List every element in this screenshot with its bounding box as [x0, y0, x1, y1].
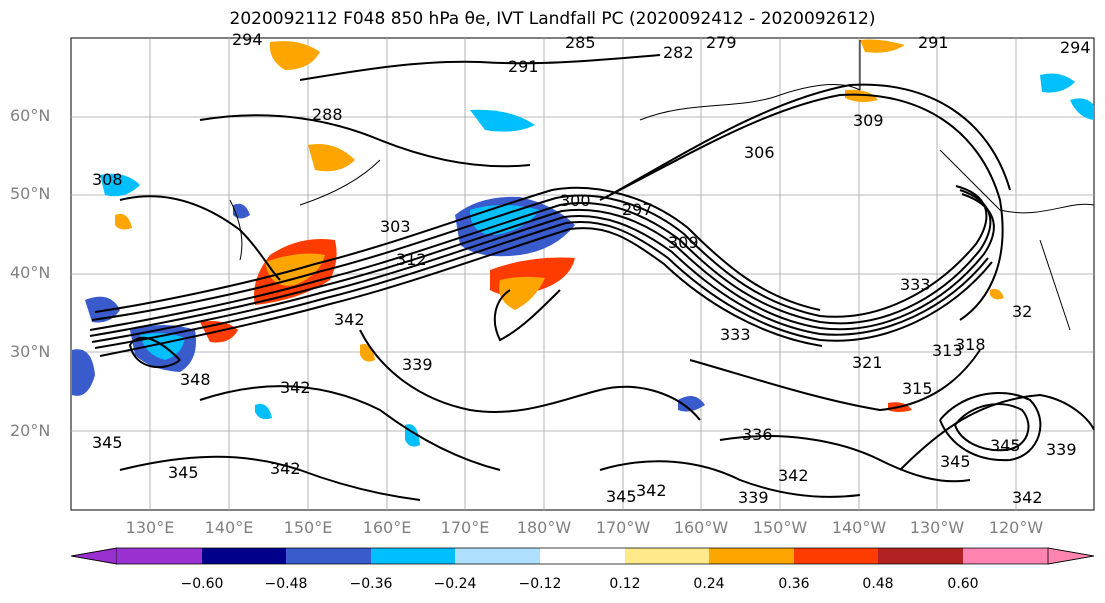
contour-label: 32: [1012, 302, 1032, 321]
lon-label: 120°W: [988, 518, 1044, 537]
contour-label: 294: [1060, 38, 1091, 57]
contour-label: 339: [738, 488, 769, 507]
contour-label: 291: [918, 33, 949, 52]
colorbar-tick-label: −0.24: [433, 576, 477, 592]
contour-label: 339: [1046, 440, 1077, 459]
contour-label: 342: [1012, 488, 1043, 507]
contour-label: 282: [663, 43, 694, 62]
contour-label: 291: [508, 57, 539, 76]
contour-label: 308: [92, 170, 123, 189]
lon-label: 150°E: [283, 518, 333, 537]
contour-label: 306: [744, 143, 775, 162]
colorbar-segment: [963, 548, 1048, 564]
contour-label: 333: [720, 325, 751, 344]
contour-label: 345: [940, 452, 971, 471]
colorbar-tick-label: 0.60: [947, 576, 979, 592]
lon-label: 160°W: [673, 518, 729, 537]
contour-label: 336: [742, 425, 773, 444]
lon-label: 130°E: [125, 518, 175, 537]
lat-label: 40°N: [10, 263, 51, 282]
contour-label: 309: [668, 233, 699, 252]
colorbar-segment: [540, 548, 625, 564]
colorbar-tick-label: −0.60: [180, 576, 224, 592]
contour-label: 348: [180, 370, 211, 389]
colorbar: [70, 547, 1095, 565]
colorbar-outline: [70, 547, 1095, 565]
colorbar-extend-low: [70, 547, 118, 565]
contour-label: 333: [900, 275, 931, 294]
contour-label: 285: [565, 33, 596, 52]
contour-label: 321: [852, 353, 883, 372]
contour-label: 294: [232, 30, 263, 49]
colorbar-segment: [117, 548, 202, 564]
contour-label: 342: [778, 466, 809, 485]
coastlines: [229, 40, 1095, 331]
contour-label: 312: [396, 250, 427, 269]
colorbar-segment: [625, 548, 709, 564]
lat-label: 50°N: [10, 184, 51, 203]
colorbar-segment: [794, 548, 878, 564]
colorbar-segment: [202, 548, 286, 564]
lon-label: 170°E: [440, 518, 490, 537]
lon-label: 180°W: [516, 518, 572, 537]
colorbar-segment: [286, 548, 371, 564]
contour-label: 339: [402, 355, 433, 374]
colorbar-segment: [455, 548, 540, 564]
lat-label: 60°N: [10, 106, 51, 125]
lon-label: 150°W: [752, 518, 808, 537]
contour-label: 303: [380, 217, 411, 236]
contour-label: 315: [902, 379, 933, 398]
colorbar-tick-label: 0.36: [778, 576, 810, 592]
colorbar-tick-label: −0.48: [264, 576, 308, 592]
contour-label: 345: [168, 463, 199, 482]
contour-label: 279: [706, 33, 737, 52]
contour-label: 345: [990, 436, 1021, 455]
colorbar-tick-label: 0.12: [609, 576, 641, 592]
theta-e-contours: [89, 54, 1095, 501]
contour-label: 345: [606, 487, 637, 506]
contour-label: 288: [312, 105, 343, 124]
contour-label: 318: [955, 335, 986, 354]
colorbar-segment: [709, 548, 794, 564]
contour-label: 342: [270, 459, 301, 478]
contour-label: 300: [560, 191, 591, 210]
contour-label: 297: [622, 200, 653, 219]
lon-label: 160°E: [362, 518, 412, 537]
contour-label: 345: [92, 433, 123, 452]
colorbar-segment: [371, 548, 455, 564]
colorbar-tick-label: 0.48: [862, 576, 894, 592]
colorbar-tick-label: 0.24: [693, 576, 725, 592]
lon-label: 140°E: [204, 518, 254, 537]
contour-label: 313: [932, 341, 963, 360]
lon-label: 130°W: [909, 518, 965, 537]
lat-label: 20°N: [10, 421, 51, 440]
contour-label: 342: [334, 310, 365, 329]
lon-label: 170°W: [595, 518, 651, 537]
colorbar-segment: [878, 548, 963, 564]
colorbar-extend-high: [1047, 547, 1095, 565]
contour-labels: 294 285 282 279 291 294 291 288 306 309 …: [92, 30, 1091, 507]
lat-label: 30°N: [10, 342, 51, 361]
contour-label: 342: [636, 481, 667, 500]
colorbar-tick-label: −0.12: [518, 576, 562, 592]
colorbar-tick-label: −0.36: [349, 576, 393, 592]
lon-label: 140°W: [831, 518, 887, 537]
contour-label: 309: [853, 111, 884, 130]
contour-label: 342: [280, 378, 311, 397]
map-title: 2020092112 F048 850 hPa θe, IVT Landfall…: [229, 9, 876, 29]
